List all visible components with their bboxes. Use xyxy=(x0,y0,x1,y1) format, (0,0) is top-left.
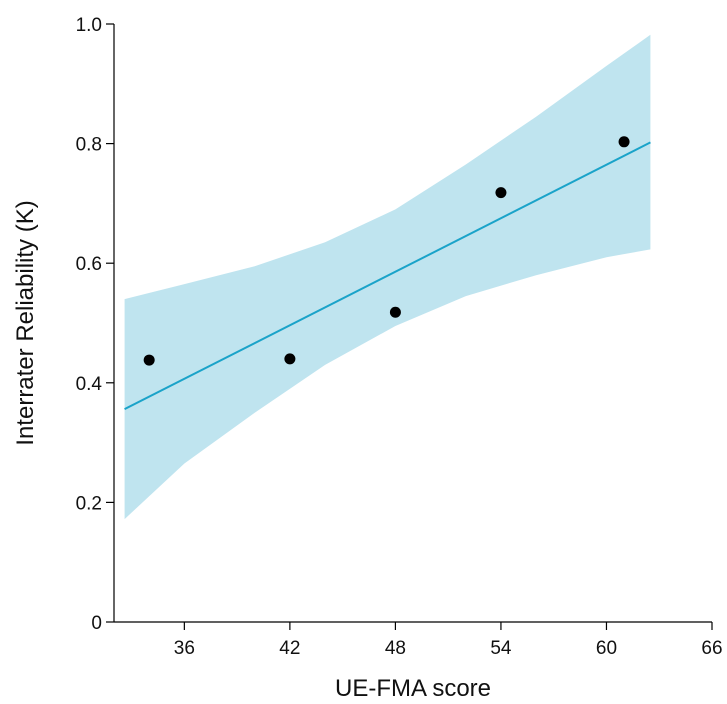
y-tick-label: 0.2 xyxy=(76,493,102,514)
data-point-4 xyxy=(495,187,507,199)
confidence-band xyxy=(124,34,651,520)
x-tick-label: 60 xyxy=(596,638,617,659)
y-ticks: 0 0.2 0.4 0.6 0.8 1.0 xyxy=(76,15,114,634)
regression-line xyxy=(124,141,651,411)
data-point-1 xyxy=(143,354,155,366)
data-point-3 xyxy=(389,306,401,318)
data-point-2 xyxy=(284,353,296,365)
confidence-band-layer xyxy=(124,34,651,520)
x-tick-label: 36 xyxy=(174,638,195,659)
x-tick-label: 66 xyxy=(701,638,722,659)
regression-line-layer xyxy=(124,141,651,411)
data-points-layer xyxy=(143,136,630,366)
x-axis-title: UE-FMA score xyxy=(335,675,491,702)
axes-layer xyxy=(113,24,712,623)
y-tick-label: 1.0 xyxy=(76,15,102,36)
y-axis-title: Interrater Reliability (K) xyxy=(12,200,39,445)
x-tick-label: 42 xyxy=(279,638,300,659)
x-tick-label: 54 xyxy=(490,638,512,659)
x-ticks: 36 42 48 54 60 66 xyxy=(174,622,723,659)
x-tick-label: 48 xyxy=(385,638,406,659)
data-point-5 xyxy=(618,136,630,148)
y-tick-label: 0.6 xyxy=(76,254,102,275)
y-tick-label: 0.4 xyxy=(76,374,103,395)
y-tick-label: 0.8 xyxy=(76,135,102,156)
y-tick-label: 0 xyxy=(91,613,102,634)
